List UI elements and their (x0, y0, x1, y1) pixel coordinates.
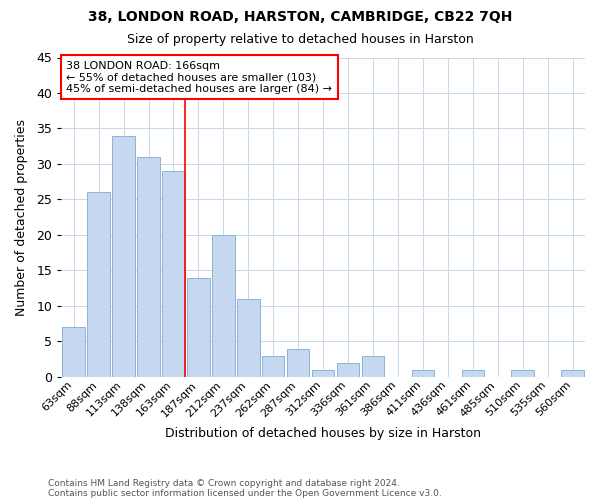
Bar (461, 370, 484, 377)
Text: Contains public sector information licensed under the Open Government Licence v3: Contains public sector information licen… (48, 488, 442, 498)
Y-axis label: Number of detached properties: Number of detached properties (15, 118, 28, 316)
Text: 38, LONDON ROAD, HARSTON, CAMBRIDGE, CB22 7QH: 38, LONDON ROAD, HARSTON, CAMBRIDGE, CB2… (88, 10, 512, 24)
Bar (212, 235, 235, 377)
Bar (187, 278, 209, 377)
Text: 38 LONDON ROAD: 166sqm
← 55% of detached houses are smaller (103)
45% of semi-de: 38 LONDON ROAD: 166sqm ← 55% of detached… (67, 60, 332, 94)
Bar (511, 370, 534, 377)
Bar (162, 171, 185, 377)
Bar (312, 370, 334, 377)
Bar (88, 192, 110, 377)
Bar (412, 370, 434, 377)
Bar (237, 299, 260, 377)
Bar (287, 348, 310, 377)
Bar (362, 356, 384, 377)
Bar (562, 370, 584, 377)
Bar (262, 356, 284, 377)
Bar (137, 157, 160, 377)
Text: Contains HM Land Registry data © Crown copyright and database right 2024.: Contains HM Land Registry data © Crown c… (48, 478, 400, 488)
Bar (62, 327, 85, 377)
Text: Size of property relative to detached houses in Harston: Size of property relative to detached ho… (127, 32, 473, 46)
Bar (112, 136, 135, 377)
X-axis label: Distribution of detached houses by size in Harston: Distribution of detached houses by size … (165, 427, 481, 440)
Bar (337, 362, 359, 377)
